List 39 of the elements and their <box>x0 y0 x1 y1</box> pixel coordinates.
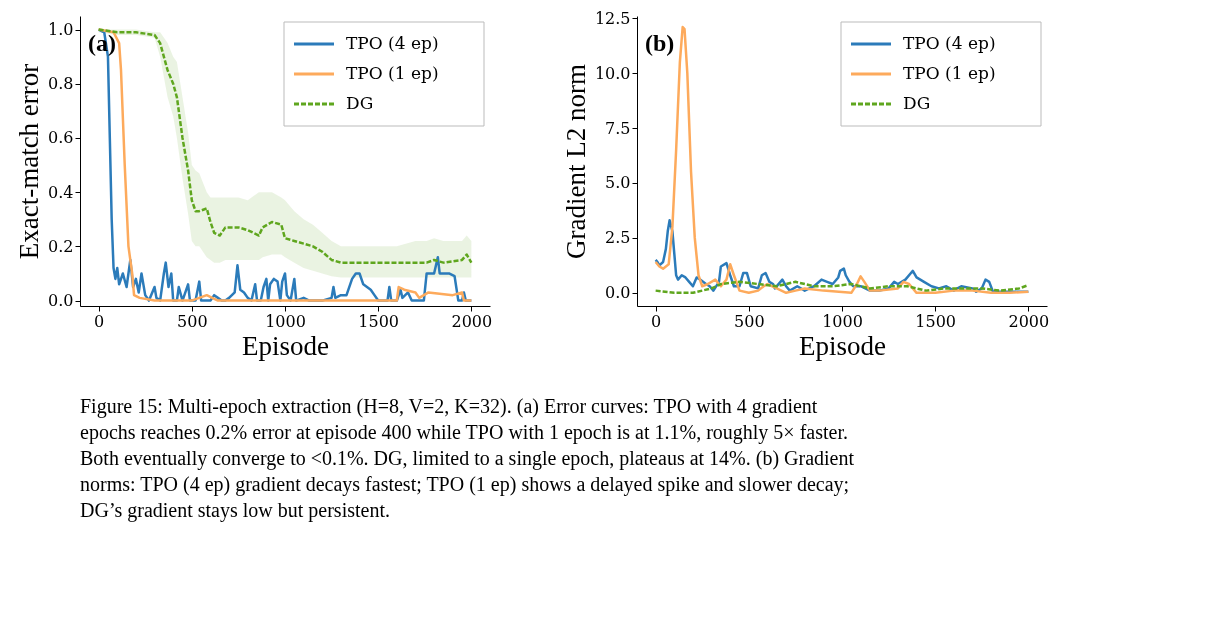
text: norms: TPO (4 ep) gradient decays fastest; TPO (1 ep) shows a delayed spike and slower decay; <box>80 473 850 496</box>
text: DG’s gradient stays low but persistent. <box>80 499 390 522</box>
y-axis-title: Gradient L2 norm <box>560 64 591 259</box>
y-tick-label: 0.2 <box>48 236 74 256</box>
x-tick-label: 1000 <box>822 311 863 331</box>
y-tick-label: 0.0 <box>605 283 631 303</box>
line-series <box>654 280 1030 295</box>
x-tick-label: 2000 <box>1008 311 1050 331</box>
x-tick-label: 2000 <box>451 311 493 331</box>
x-tick-label: 0 <box>94 311 105 331</box>
text: epochs reaches 0.2% error at episode 400 while TPO with 1 epoch is at 1.1%, roughly 5× faster. <box>80 421 848 444</box>
legend-label: TPO (4 ep) <box>903 33 996 53</box>
y-tick-label: 2.5 <box>605 228 631 248</box>
annotation: (b) <box>645 30 675 56</box>
y-tick-label: 10.0 <box>594 63 631 83</box>
x-axis-title: Episode <box>242 330 329 361</box>
legend-label: TPO (1 ep) <box>346 63 439 83</box>
caption: Figure 15: Multi-epoch extraction (H=8, V=2, K=32). (a) Error curves: TPO with 4 gradient <box>80 395 818 418</box>
y-tick-label: 0.0 <box>48 291 74 311</box>
x-tick-label: 0 <box>651 311 662 331</box>
text: Both eventually converge to <0.1%. DG, limited to a single epoch, plateaus at 14%. (b) Gradient <box>80 447 855 470</box>
y-tick-label: 5.0 <box>605 173 631 193</box>
legend-label: DG <box>346 93 374 113</box>
x-tick-label: 500 <box>734 311 765 331</box>
x-tick-label: 1500 <box>915 311 957 331</box>
y-axis-title: Exact-match error <box>14 63 45 260</box>
legend-label: TPO (4 ep) <box>346 33 439 53</box>
x-axis-title: Episode <box>799 330 886 361</box>
y-tick-label: 1.0 <box>48 20 74 40</box>
legend-label: TPO (1 ep) <box>903 63 996 83</box>
y-tick-label: 0.8 <box>48 74 74 94</box>
legend-label: DG <box>903 93 931 113</box>
y-tick-label: 7.5 <box>605 118 631 138</box>
x-tick-label: 1500 <box>358 311 400 331</box>
y-tick-label: 0.6 <box>48 128 74 148</box>
x-tick-label: 1000 <box>265 311 306 331</box>
y-tick-label: 12.5 <box>594 8 631 28</box>
x-tick-label: 500 <box>177 311 208 331</box>
y-tick-label: 0.4 <box>48 182 74 202</box>
